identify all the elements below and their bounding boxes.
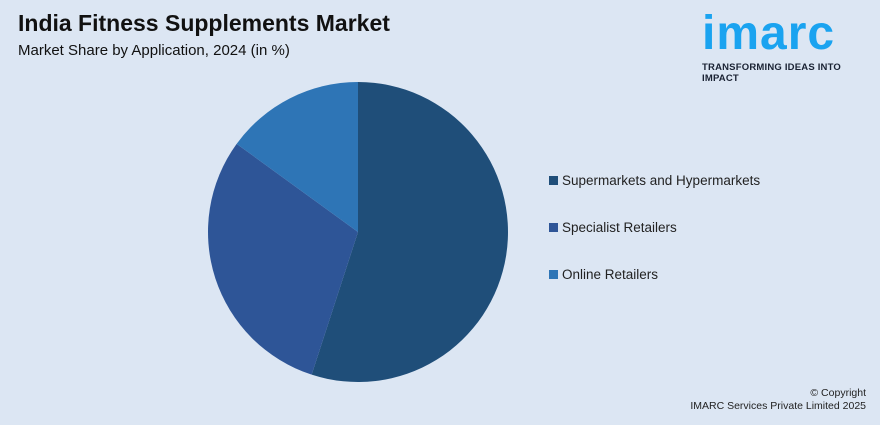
legend-item: Specialist Retailers	[549, 219, 760, 236]
imarc-logo: imarc TRANSFORMING IDEAS INTO IMPACT	[702, 6, 874, 84]
legend: Supermarkets and Hypermarkets Specialist…	[549, 172, 760, 313]
legend-label: Supermarkets and Hypermarkets	[562, 173, 761, 188]
copyright-company: IMARC Services Private Limited 2025	[690, 400, 866, 412]
logo-wordmark: imarc	[702, 7, 836, 60]
legend-swatch	[549, 270, 558, 279]
chart-subtitle: Market Share by Application, 2024 (in %)	[18, 42, 290, 59]
legend-label: Online Retailers	[562, 267, 659, 282]
pie-slice-3	[236, 82, 358, 232]
pie-slice-2	[207, 143, 358, 375]
copyright-line: © Copyright	[810, 387, 866, 399]
pie-slice-1	[311, 82, 508, 382]
legend-swatch	[549, 176, 558, 185]
logo-tagline: TRANSFORMING IDEAS INTO IMPACT	[702, 62, 842, 84]
chart-title: India Fitness Supplements Market	[18, 10, 390, 36]
legend-item: Online Retailers	[549, 266, 760, 283]
legend-label: Specialist Retailers	[562, 220, 677, 235]
legend-item: Supermarkets and Hypermarkets	[549, 172, 760, 189]
copyright: © Copyright IMARC Services Private Limit…	[690, 387, 866, 413]
legend-swatch	[549, 223, 558, 232]
